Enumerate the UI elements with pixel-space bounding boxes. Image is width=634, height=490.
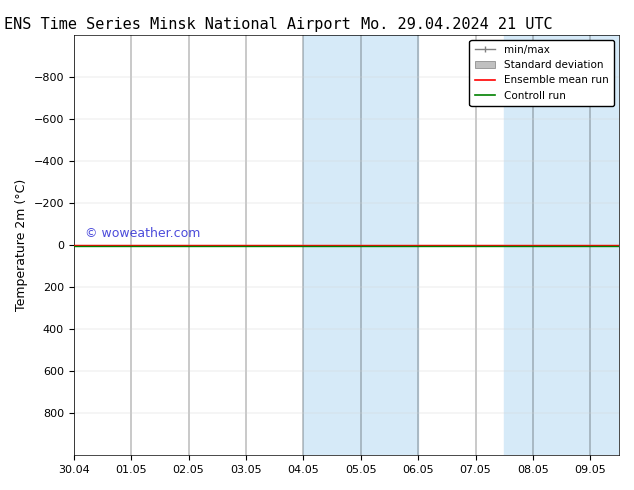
Bar [303,35,418,455]
Bar [504,35,619,455]
Legend: min/max, Standard deviation, Ensemble mean run, Controll run: min/max, Standard deviation, Ensemble me… [469,40,614,106]
Text: ENS Time Series Minsk National Airport: ENS Time Series Minsk National Airport [4,17,351,32]
Y-axis label: Temperature 2m (°C): Temperature 2m (°C) [15,179,28,311]
Text: © woweather.com: © woweather.com [85,226,200,240]
Text: Mo. 29.04.2024 21 UTC: Mo. 29.04.2024 21 UTC [361,17,552,32]
